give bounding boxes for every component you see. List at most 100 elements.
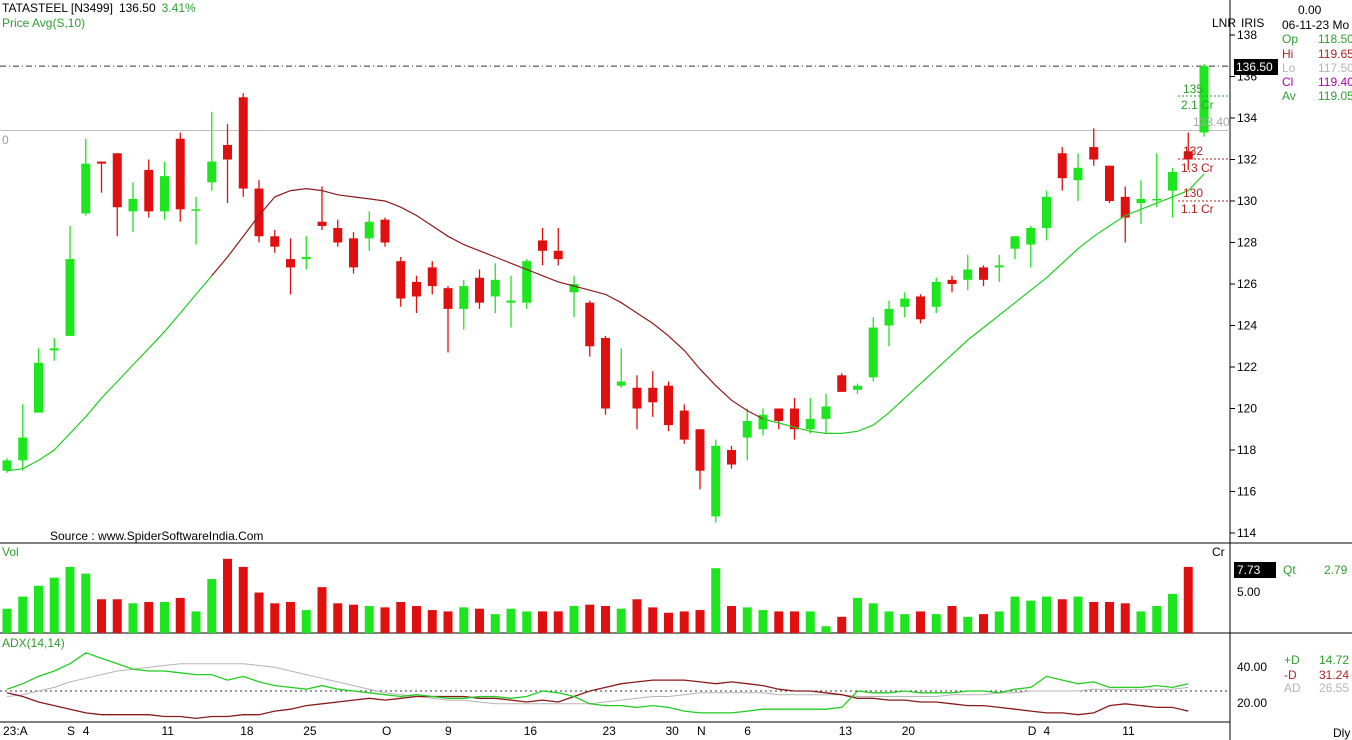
candle-body	[994, 265, 1004, 268]
candle-body	[569, 284, 579, 293]
volume-bar	[97, 599, 106, 633]
adx-lines	[6, 652, 1189, 720]
volume-bar	[286, 601, 295, 633]
candle-body	[443, 288, 453, 309]
volume-bar	[1183, 566, 1193, 633]
low-key: Lo	[1282, 61, 1296, 75]
volume-bar	[349, 604, 358, 633]
vp-vol-1: 2.1 Cr	[1181, 98, 1214, 112]
volume-bar	[695, 610, 705, 633]
volume-bar	[380, 607, 390, 633]
candle-body	[223, 144, 232, 160]
candle-body	[711, 445, 721, 517]
chart-header: TATASTEEL [N3499] 136.50 3.41%	[2, 1, 202, 15]
volume-bar	[112, 599, 122, 633]
candle-body	[979, 267, 988, 280]
volume-bar	[900, 614, 910, 633]
volume-title: Vol	[2, 545, 19, 559]
candle-body	[695, 429, 705, 471]
candle-body	[868, 327, 878, 378]
vp-price-1: 135	[1183, 82, 1203, 96]
date-label: 30	[666, 724, 680, 738]
candle-body	[254, 188, 264, 237]
volume-bar	[333, 603, 343, 633]
volume-bar	[2, 608, 12, 633]
average-key: Av	[1282, 89, 1296, 103]
volume-bar	[1057, 599, 1067, 633]
plus-di-value: 14.72	[1319, 653, 1349, 667]
candle-body	[758, 414, 768, 430]
volume-bar	[364, 606, 374, 633]
ohlc-low: Lo 117.50	[1282, 61, 1352, 75]
volume-bar	[916, 611, 925, 633]
candle-body	[396, 261, 406, 299]
volume-bar	[601, 606, 610, 633]
volume-bar	[1105, 601, 1114, 633]
volume-bar	[238, 566, 248, 633]
candle-body	[805, 418, 815, 430]
close-value: 119.40	[1318, 75, 1352, 89]
candle-body	[947, 279, 957, 284]
volume-bar	[664, 612, 673, 633]
volume-bar	[538, 611, 547, 633]
candle-body	[1042, 196, 1051, 228]
volume-bar	[711, 568, 721, 633]
candle-body	[160, 176, 169, 212]
volume-bar	[774, 611, 784, 633]
candle-body	[585, 302, 595, 347]
price-tick-label: 138	[1237, 28, 1257, 42]
date-label: S	[67, 724, 75, 738]
candle-body	[81, 163, 91, 214]
zero-label: 0	[2, 133, 9, 147]
volume-bar	[223, 558, 232, 633]
vp-price-2: 132	[1183, 144, 1203, 158]
volume-bar	[412, 606, 421, 633]
date-label: N	[697, 724, 706, 738]
price-tick-label: 126	[1237, 277, 1257, 291]
date-label: 25	[303, 724, 317, 738]
price-tick-label: 128	[1237, 236, 1257, 250]
adx-tick-20: 20.00	[1237, 696, 1267, 710]
candle-body	[1073, 167, 1083, 181]
price-tick-label: 134	[1237, 111, 1257, 125]
volume-bar	[65, 566, 75, 633]
candle-body	[1136, 198, 1146, 204]
adx-value: 26.55	[1319, 681, 1349, 695]
candle-body	[538, 240, 547, 251]
high-value: 119.65	[1318, 47, 1352, 61]
candle-body	[1089, 147, 1099, 160]
volume-bar	[81, 573, 91, 633]
sma-line-rising	[6, 275, 213, 472]
price-tick-label: 122	[1237, 360, 1257, 374]
candle-body	[207, 161, 217, 183]
volume-bar	[301, 610, 311, 633]
volume-bar	[648, 607, 658, 633]
qt-value: 2.79	[1324, 563, 1348, 577]
candle-body	[286, 259, 295, 268]
volume-bar	[207, 579, 217, 633]
volume-profile: 135 2.1 Cr 132 1.3 Cr 130 1.1 Cr	[1178, 82, 1230, 216]
volume-bar	[522, 611, 532, 633]
volume-last-box	[1234, 562, 1276, 578]
scale-mode-label: LNR	[1212, 16, 1236, 30]
volume-bar	[805, 611, 815, 633]
candle-body	[1183, 151, 1193, 160]
candle-body	[333, 227, 343, 243]
vp-vol-3: 1.1 Cr	[1181, 202, 1214, 216]
plus-di-line	[6, 652, 1189, 714]
candle-body	[427, 267, 437, 287]
source-text: Source : www.SpiderSoftwareIndia.Com	[50, 529, 263, 543]
volume-last-label: 7.73	[1237, 563, 1261, 577]
candle-body	[601, 337, 610, 409]
candle-body	[412, 281, 421, 297]
minus-di-value: 31.24	[1319, 668, 1349, 682]
candle-body	[364, 221, 374, 239]
candle-body	[679, 410, 689, 440]
volume-bar	[396, 601, 406, 633]
candle-body	[380, 219, 390, 243]
price-tick-label: 120	[1237, 402, 1257, 416]
volume-bar	[553, 611, 563, 633]
candle-body	[49, 348, 59, 351]
reference-level-label: 133.40	[1193, 115, 1230, 129]
